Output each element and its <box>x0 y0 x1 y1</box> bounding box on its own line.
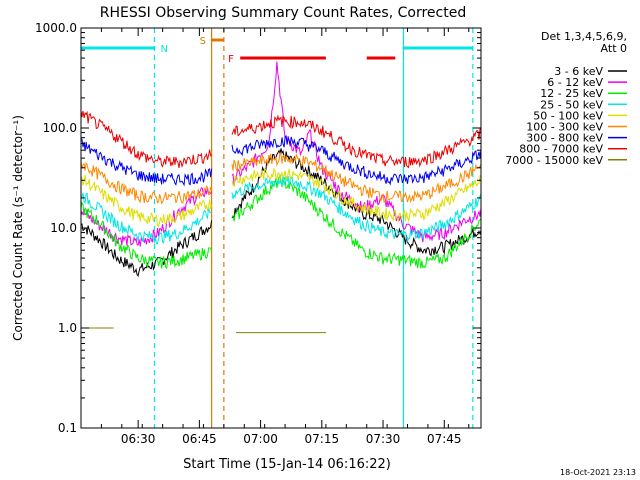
legend-label-2: 12 - 25 keV <box>540 87 603 100</box>
y-axis-label: Corrected Count Rate (s⁻¹ detector⁻¹) <box>11 115 25 341</box>
x-tick-label-3: 07:15 <box>305 432 340 446</box>
y-tick-label-2: 10.0 <box>50 221 77 235</box>
series-line-7 <box>80 110 482 169</box>
legend-label-1: 6 - 12 keV <box>547 76 603 89</box>
legend-label-5: 100 - 300 keV <box>526 121 603 134</box>
x-tick-label-2: 07:00 <box>243 432 278 446</box>
detector-info-line2: Att 0 <box>601 42 627 55</box>
x-tick-label-1: 06:45 <box>182 432 217 446</box>
series-line-5 <box>80 151 482 205</box>
series-line-2 <box>80 174 482 269</box>
legend-label-0: 3 - 6 keV <box>554 65 603 78</box>
legend-label-6: 300 - 800 keV <box>526 132 603 145</box>
y-tick-label-1: 1.0 <box>58 321 77 335</box>
legend-label-4: 50 - 100 keV <box>533 109 603 122</box>
x-tick-label-5: 07:45 <box>427 432 462 446</box>
legend-label-8: 7000 - 15000 keV <box>505 154 603 167</box>
plot-area: N S F <box>80 28 482 428</box>
y-tick-label-3: 100.0 <box>43 121 77 135</box>
flag-label-S: S <box>200 36 206 47</box>
plot-frame <box>80 27 482 429</box>
detector-info-line1: Det 1,3,4,5,6,9, <box>541 30 627 43</box>
y-tick-label-0: 0.1 <box>58 421 77 435</box>
x-tick-label-4: 07:30 <box>366 432 401 446</box>
flag-label-N: N <box>160 44 167 55</box>
series-line-6 <box>80 134 482 187</box>
x-tick-label-0: 06:30 <box>121 432 156 446</box>
legend-label-7: 800 - 7000 keV <box>519 143 603 156</box>
y-tick-label-4: 1000.0 <box>35 21 77 35</box>
legend-label-3: 25 - 50 keV <box>540 98 603 111</box>
footer-date: 18-Oct-2021 23:13 <box>560 468 636 477</box>
x-axis-label: Start Time (15-Jan-14 06:16:22) <box>183 457 391 472</box>
chart-title: RHESSI Observing Summary Count Rates, Co… <box>100 5 466 21</box>
series-line-8 <box>81 327 481 334</box>
flag-label-F: F <box>228 54 234 65</box>
series-line-3 <box>80 175 482 245</box>
axes: 0.1 1.0 10.0 100.0 1000.0 06:30 06:45 07:00 07:1… <box>35 21 481 446</box>
series-line-4 <box>80 167 482 228</box>
series-line-0 <box>81 148 482 278</box>
